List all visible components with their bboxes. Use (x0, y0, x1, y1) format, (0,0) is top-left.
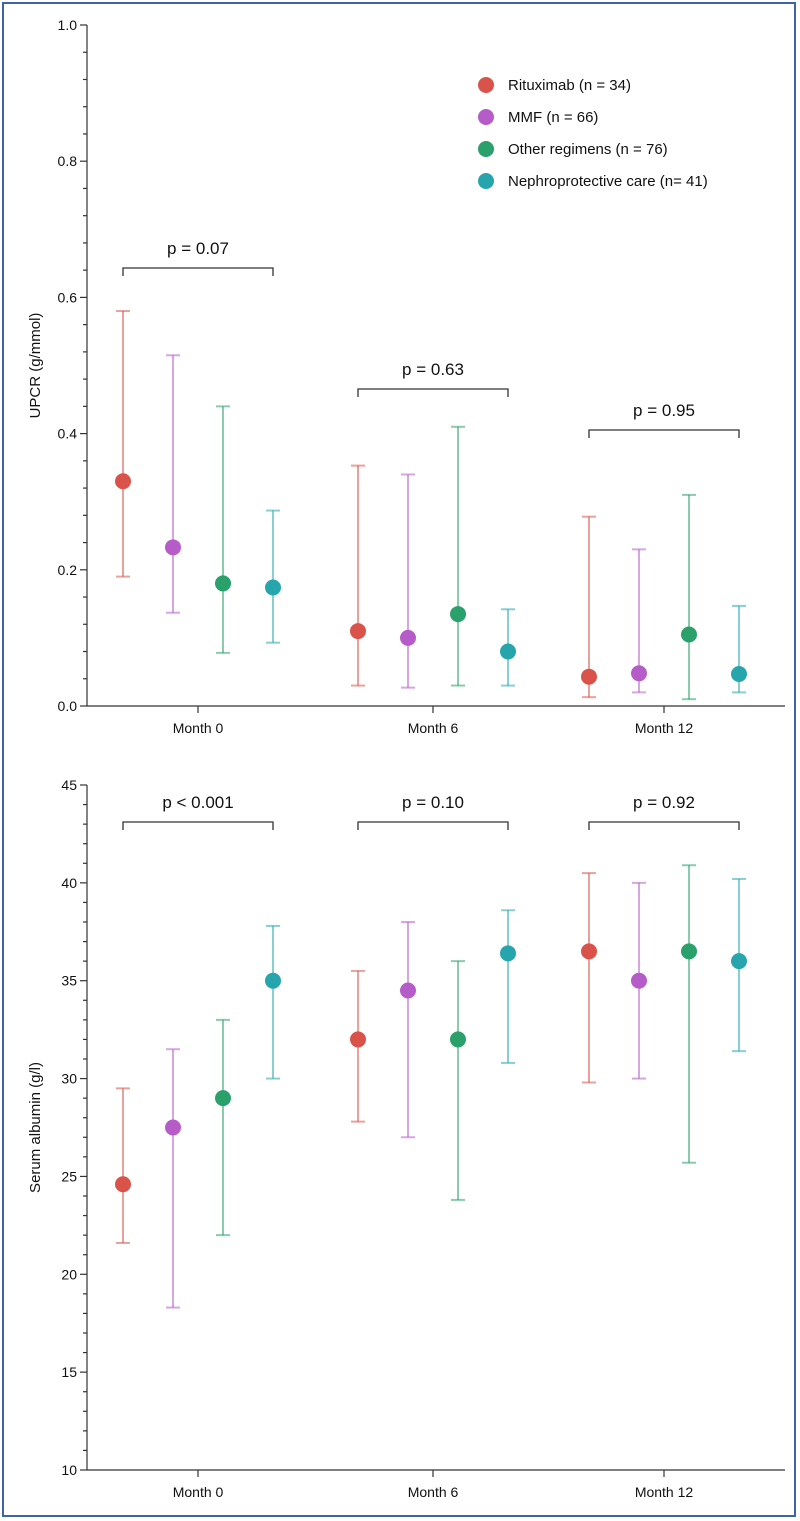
y-tick-label: 40 (61, 875, 77, 891)
series-3 (215, 405, 697, 701)
data-point (350, 623, 366, 640)
series-4 (265, 509, 747, 694)
data-point (500, 945, 516, 962)
y-axis-label: UPCR (g/mmol) (27, 313, 44, 419)
legend-marker (478, 109, 494, 125)
x-tick-label: Month 12 (635, 720, 694, 736)
significance-bracket (122, 821, 274, 830)
data-point (115, 473, 131, 490)
y-tick-label: 0.4 (58, 426, 78, 442)
series-2 (165, 354, 647, 694)
data-point (581, 668, 597, 685)
y-tick-label: 45 (61, 777, 77, 793)
legend-marker (478, 141, 494, 157)
series-2 (165, 881, 647, 1309)
data-point (631, 972, 647, 989)
data-point (681, 943, 697, 960)
data-point (581, 943, 597, 960)
y-tick-label: 0.2 (58, 562, 78, 578)
p-value-label: p = 0.95 (633, 401, 695, 420)
y-tick-label: 0.8 (58, 153, 78, 169)
p-value-label: p < 0.001 (162, 793, 233, 812)
legend-label: Rituximab (n = 34) (508, 77, 631, 94)
data-point (350, 1031, 366, 1048)
series-1 (115, 872, 597, 1244)
y-tick-label: 15 (61, 1364, 77, 1380)
p-value-label: p = 0.10 (402, 793, 464, 812)
p-value-label: p = 0.92 (633, 793, 695, 812)
x-tick-label: Month 6 (408, 720, 459, 736)
significance-bracket (122, 267, 274, 276)
significance-bracket (357, 388, 509, 397)
y-tick-label: 20 (61, 1266, 77, 1282)
legend-marker (478, 173, 494, 189)
data-point (215, 1090, 231, 1107)
data-point (500, 643, 516, 660)
x-tick-label: Month 6 (408, 1484, 459, 1500)
p-value-label: p = 0.63 (402, 360, 464, 379)
y-tick-label: 10 (61, 1462, 77, 1478)
series-1 (115, 310, 597, 699)
data-point (731, 953, 747, 970)
legend-label: Nephroprotective care (n= 41) (508, 173, 708, 190)
legend-marker (478, 77, 494, 93)
significance-bracket (357, 821, 509, 830)
legend: Rituximab (n = 34) MMF (n = 66) Other regi… (478, 77, 708, 190)
y-tick-label: 35 (61, 973, 77, 989)
data-point (265, 579, 281, 596)
data-point (400, 982, 416, 999)
data-point (631, 665, 647, 682)
chart-panel-1: 0.0 0.2 0.4 0.6 0.8 1.0 UPCR (g/mmol) Month 0 Mo… (27, 17, 785, 736)
y-tick-label: 0.6 (58, 289, 78, 305)
data-point (265, 972, 281, 989)
x-tick-label: Month 0 (173, 1484, 224, 1500)
significance-bracket (588, 429, 740, 438)
y-tick-label: 30 (61, 1071, 77, 1087)
x-tick-label: Month 12 (635, 1484, 694, 1500)
data-point (450, 1031, 466, 1048)
data-point (400, 629, 416, 646)
legend-label: MMF (n = 66) (508, 109, 598, 126)
y-tick-label: 25 (61, 1168, 77, 1184)
p-value-label: p = 0.07 (167, 239, 229, 258)
y-axis-label: Serum albumin (g/l) (27, 1062, 44, 1193)
significance-bracket (588, 821, 740, 830)
data-point (215, 575, 231, 592)
data-point (681, 626, 697, 643)
series-3 (215, 864, 697, 1237)
y-tick-label: 0.0 (58, 698, 78, 714)
data-point (450, 606, 466, 623)
y-tick-label: 1.0 (58, 17, 78, 33)
data-point (115, 1176, 131, 1193)
data-point (165, 1119, 181, 1136)
data-point (165, 539, 181, 556)
chart-panel-2: 10 15 20 25 30 35 40 45 Serum albumin (g/l) Month… (27, 777, 785, 1500)
x-tick-label: Month 0 (173, 720, 224, 736)
series-4 (265, 877, 747, 1080)
data-point (731, 665, 747, 682)
legend-label: Other regimens (n = 76) (508, 141, 668, 158)
